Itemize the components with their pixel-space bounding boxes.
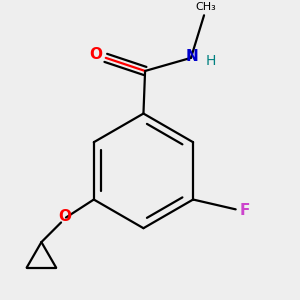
Text: O: O (89, 47, 103, 62)
Text: H: H (206, 54, 216, 68)
Text: CH₃: CH₃ (195, 2, 216, 12)
Text: F: F (240, 203, 250, 218)
Text: O: O (58, 209, 71, 224)
Text: N: N (185, 49, 198, 64)
